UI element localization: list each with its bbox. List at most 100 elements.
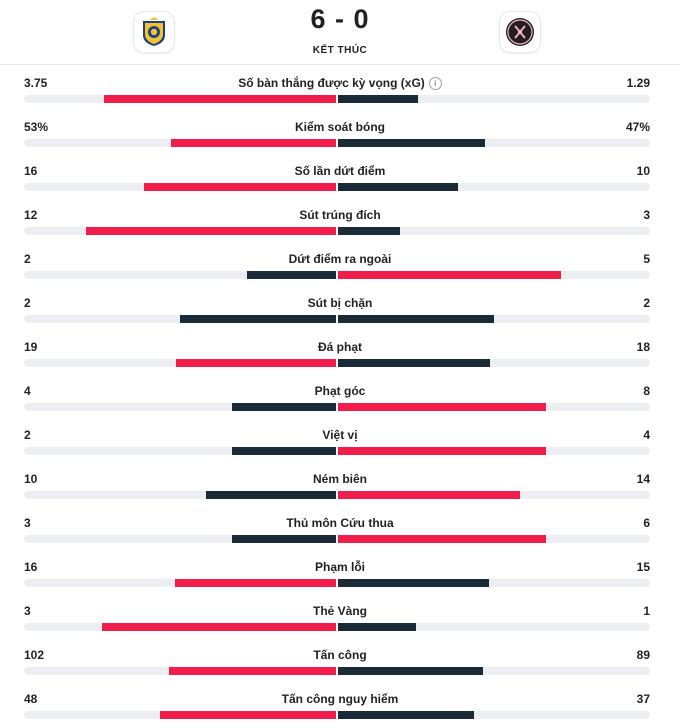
away-stat-track — [338, 711, 650, 719]
home-stat-track — [24, 579, 336, 587]
home-stat-value: 3 — [24, 516, 31, 530]
stat-row: 19 Đá phạt 18 — [0, 332, 680, 376]
away-stat-track — [338, 447, 650, 455]
home-stat-bar — [104, 95, 336, 103]
stat-label-text: Thủ môn Cứu thua — [286, 516, 394, 530]
stat-row: 16 Phạm lỗi 15 — [0, 552, 680, 596]
home-stat-track — [24, 359, 336, 367]
away-stat-bar — [338, 359, 490, 367]
stat-label-text: Tấn công nguy hiểm — [281, 692, 399, 706]
stat-label-text: Việt vị — [322, 428, 358, 442]
stat-row: 3 Thẻ Vàng 1 — [0, 596, 680, 640]
away-stat-track — [338, 95, 650, 103]
stat-label: Đá phạt — [140, 340, 540, 354]
away-stat-bar — [338, 667, 483, 675]
home-team-logo[interactable] — [134, 12, 174, 52]
home-stat-track — [24, 271, 336, 279]
home-stat-value: 16 — [24, 164, 38, 178]
home-stat-bar — [86, 227, 336, 235]
home-stat-value: 2 — [24, 252, 31, 266]
home-stat-bar — [232, 535, 336, 543]
stat-row: 16 Số lần dứt điểm 10 — [0, 156, 680, 200]
away-stat-track — [338, 183, 650, 191]
away-stat-value: 37 — [636, 692, 650, 706]
away-stat-value: 2 — [643, 296, 650, 310]
home-stat-track — [24, 183, 336, 191]
stat-label-text: Số lần dứt điểm — [294, 164, 386, 178]
home-stat-track — [24, 667, 336, 675]
home-stat-value: 53% — [24, 120, 49, 134]
home-stat-track — [24, 447, 336, 455]
away-stat-track — [338, 403, 650, 411]
stat-row: 2 Việt vị 4 — [0, 420, 680, 464]
stat-label-text: Dứt điểm ra ngoài — [288, 252, 392, 266]
home-stat-bar — [169, 667, 336, 675]
away-stat-value: 1 — [643, 604, 650, 618]
home-stat-bar — [144, 183, 336, 191]
stat-label: Ném biên — [140, 472, 540, 486]
home-stat-value: 16 — [24, 560, 38, 574]
stat-label: Tấn công nguy hiểm — [140, 692, 540, 706]
away-stat-value: 5 — [643, 252, 650, 266]
stat-row: 48 Tấn công nguy hiểm 37 — [0, 684, 680, 728]
away-stat-value: 18 — [636, 340, 650, 354]
stat-row: 2 Dứt điểm ra ngoài 5 — [0, 244, 680, 288]
away-stat-value: 4 — [643, 428, 650, 442]
stat-row: 3.75 Số bàn thắng được kỳ vọng (xG) i 1.29 — [0, 68, 680, 112]
stat-label: Số lần dứt điểm — [140, 164, 540, 178]
home-stat-bar — [102, 623, 336, 631]
stat-label-text: Phạm lỗi — [314, 560, 365, 574]
stat-label: Việt vị — [140, 428, 540, 442]
stat-label-text: Kiểm soát bóng — [294, 120, 385, 134]
away-stat-track — [338, 623, 650, 631]
away-stat-bar — [338, 183, 458, 191]
stat-row: 3 Thủ môn Cứu thua 6 — [0, 508, 680, 552]
away-stat-value: 14 — [636, 472, 650, 486]
home-stat-bar — [176, 359, 336, 367]
stat-label-text: Sút trúng đích — [299, 208, 381, 222]
away-stat-value: 8 — [643, 384, 650, 398]
away-stat-bar — [338, 403, 546, 411]
match-score: 6 - 0 — [310, 4, 370, 34]
away-stat-value: 6 — [643, 516, 650, 530]
home-stat-bar — [206, 491, 336, 499]
stat-label: Thủ môn Cứu thua — [140, 516, 540, 530]
away-stat-track — [338, 271, 650, 279]
away-stat-bar — [338, 447, 546, 455]
away-stat-bar — [338, 491, 520, 499]
away-stat-value: 15 — [636, 560, 650, 574]
home-stat-track — [24, 535, 336, 543]
away-stat-track — [338, 579, 650, 587]
stat-label: Sút bị chặn — [140, 296, 540, 310]
home-stat-value: 10 — [24, 472, 38, 486]
info-icon[interactable]: i — [428, 77, 442, 90]
away-team-logo[interactable] — [500, 12, 540, 52]
away-stat-value: 10 — [636, 164, 650, 178]
home-stat-track — [24, 711, 336, 719]
stat-label: Tấn công — [140, 648, 540, 662]
stat-label: Kiểm soát bóng — [140, 120, 540, 134]
stat-row: 53% Kiểm soát bóng 47% — [0, 112, 680, 156]
stat-row: 10 Ném biên 14 — [0, 464, 680, 508]
home-stat-bar — [232, 403, 336, 411]
away-stat-bar — [338, 623, 416, 631]
header-divider — [0, 64, 680, 65]
away-stat-track — [338, 227, 650, 235]
away-stat-bar — [338, 315, 494, 323]
away-stat-value: 47% — [625, 120, 650, 134]
away-stat-bar — [338, 139, 485, 147]
home-stat-track — [24, 491, 336, 499]
stat-label: Dứt điểm ra ngoài — [140, 252, 540, 266]
stat-label: Thẻ Vàng — [140, 604, 540, 618]
home-stat-bar — [175, 579, 336, 587]
stat-label-text: Phạt góc — [314, 384, 366, 398]
stat-label-text: Thẻ Vàng — [312, 604, 367, 618]
stat-label-text: Ném biên — [312, 472, 367, 486]
home-stat-bar — [160, 711, 336, 719]
home-stat-track — [24, 139, 336, 147]
away-stat-track — [338, 315, 650, 323]
away-stat-bar — [338, 535, 546, 543]
home-stat-value: 48 — [24, 692, 38, 706]
stat-label: Sút trúng đích — [140, 208, 540, 222]
home-stat-value: 3.75 — [24, 76, 48, 90]
